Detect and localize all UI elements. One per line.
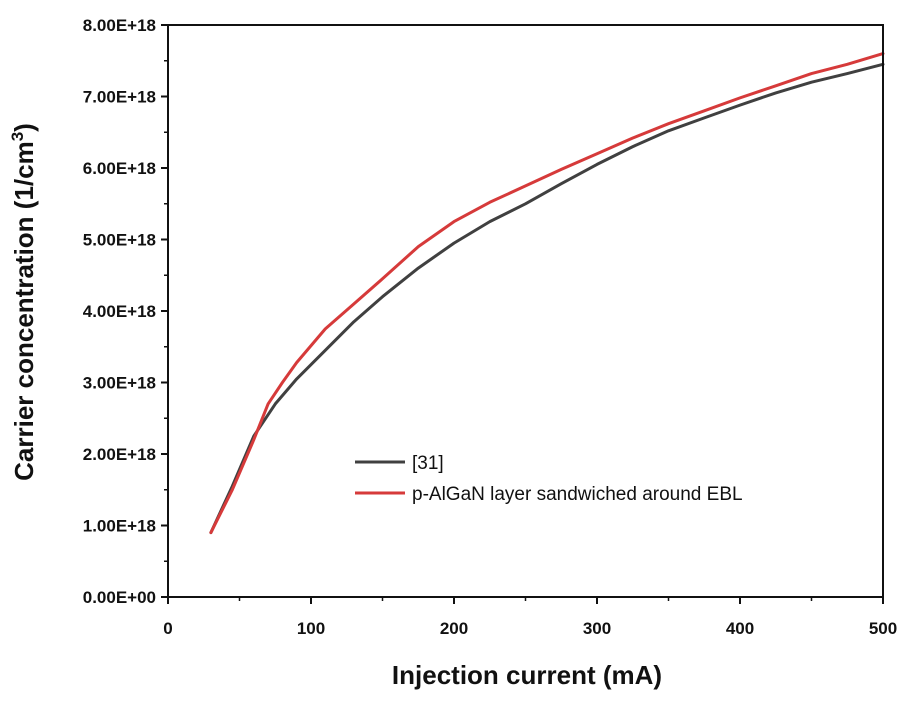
x-tick-label: 100: [297, 619, 325, 638]
x-axis-title: Injection current (mA): [392, 660, 662, 690]
y-axis-title-superscript: 3: [8, 132, 27, 141]
legend: [31] p-AlGaN layer sandwiched around EBL: [355, 453, 743, 505]
y-axis-title-close: ): [9, 123, 39, 132]
y-axis-title: Carrier concentration (1/cm3): [8, 123, 39, 481]
y-tick-label: 7.00E+18: [83, 88, 156, 107]
y-tick-label: 8.00E+18: [83, 16, 156, 35]
y-tick-label: 0.00E+00: [83, 588, 156, 607]
y-tick-label: 1.00E+18: [83, 517, 156, 536]
series-layer: [209, 52, 885, 535]
series-line-2: [209, 52, 885, 535]
legend-label-2: p-AlGaN layer sandwiched around EBL: [412, 484, 743, 505]
tick-layer: 0 100 200 300 400 500 0.00E+00 1.00E+18 2.00E+18…: [83, 16, 897, 638]
y-tick-label: 2.00E+18: [83, 445, 156, 464]
y-tick-label: 5.00E+18: [83, 231, 156, 250]
x-tick-label: 0: [163, 619, 172, 638]
y-tick-label: 6.00E+18: [83, 159, 156, 178]
x-tick-label: 400: [726, 619, 754, 638]
y-tick-label: 4.00E+18: [83, 302, 156, 321]
series-line-1: [209, 62, 885, 535]
x-tick-label: 300: [583, 619, 611, 638]
legend-label-1: [31]: [412, 453, 444, 474]
y-axis-title-main: Carrier concentration (1/cm: [9, 141, 39, 481]
y-tick-label: 3.00E+18: [83, 374, 156, 393]
x-tick-label: 500: [869, 619, 897, 638]
x-tick-label: 200: [440, 619, 468, 638]
